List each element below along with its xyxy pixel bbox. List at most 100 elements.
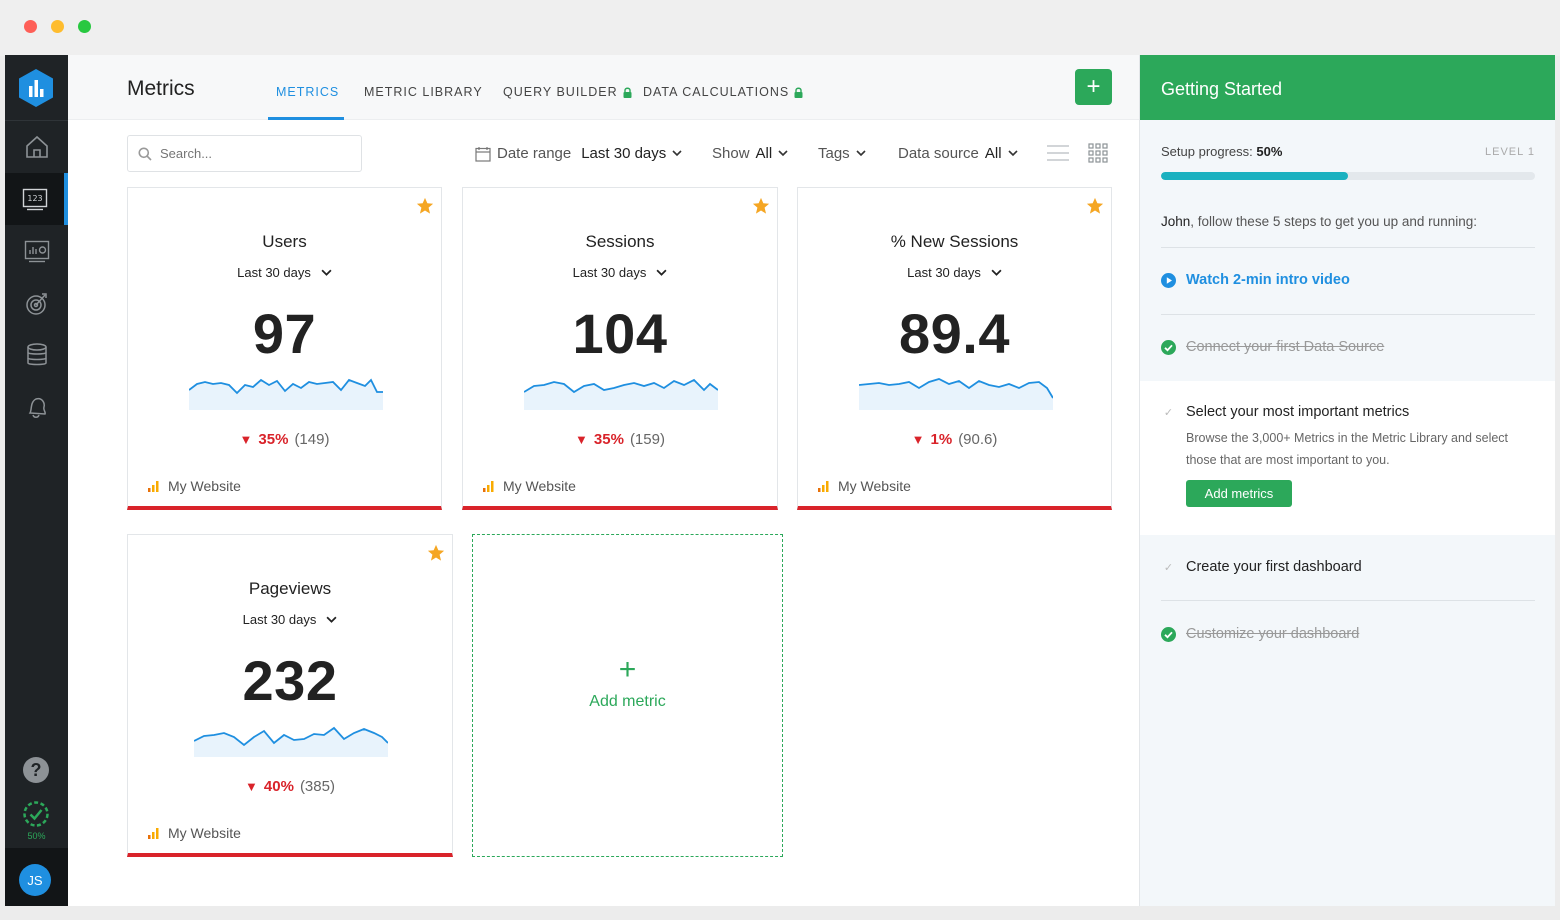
metric-data-source-label: My Website (838, 478, 911, 494)
add-button[interactable]: + (1075, 69, 1112, 105)
metric-value: 89.4 (899, 302, 1010, 365)
tab-label: DATA CALCULATIONS (643, 85, 790, 99)
setup-progress-ring-icon[interactable] (22, 800, 50, 828)
plus-icon: + (618, 652, 637, 686)
tab-query-builder[interactable]: QUERY BUILDER (503, 85, 632, 99)
metric-data-source-label: My Website (168, 478, 241, 494)
step-description: Browse the 3,000+ Metrics in the Metric … (1186, 431, 1509, 467)
window-minimize-button[interactable] (51, 20, 64, 33)
search-input[interactable] (160, 146, 340, 161)
tags-filter[interactable]: Tags (818, 145, 866, 162)
analytics-bars-icon (483, 480, 494, 492)
metric-data-source-label: My Website (503, 478, 576, 494)
data-source-filter[interactable]: Data source All (898, 145, 1018, 162)
star-icon[interactable] (752, 197, 770, 215)
window-close-button[interactable] (24, 20, 37, 33)
divider (1161, 314, 1535, 315)
metric-change-percent: 35% (258, 431, 289, 448)
sidebar-item-alerts[interactable] (5, 381, 68, 433)
chevron-down-icon (991, 269, 1002, 276)
divider (1161, 600, 1535, 601)
sidebar-item-metrics[interactable]: 123 (5, 173, 68, 225)
app-logo-icon[interactable] (18, 68, 54, 108)
sidebar-item-goals[interactable] (5, 277, 68, 329)
show-value: All (755, 145, 773, 162)
getting-started-title: Getting Started (1140, 55, 1555, 120)
show-filter[interactable]: Show All (712, 145, 788, 162)
svg-text:123: 123 (27, 194, 42, 203)
data-source-value: All (984, 145, 1002, 162)
metric-card[interactable]: Users Last 30 days 97 ▼ 35% (149) My Web… (127, 187, 442, 510)
metric-card[interactable]: Pageviews Last 30 days 232 ▼ 40% (385) M… (127, 534, 453, 857)
chevron-down-icon (321, 269, 332, 276)
user-menu[interactable]: JS (5, 848, 68, 906)
tab-label: METRIC LIBRARY (364, 85, 483, 99)
tab-metrics[interactable]: METRICS (276, 85, 339, 99)
tab-metric-library[interactable]: METRIC LIBRARY (364, 85, 483, 99)
intro-text: , follow these 5 steps to get you up and… (1190, 214, 1477, 229)
setup-progress-bar (1161, 172, 1535, 180)
tab-data-calculations[interactable]: DATA CALCULATIONS (643, 85, 803, 99)
dashboard-icon (24, 240, 49, 263)
date-range-filter[interactable]: Date range Last 30 days (475, 145, 682, 162)
search-box[interactable] (127, 135, 362, 172)
check-icon: ✓ (1163, 561, 1174, 574)
metric-date-range[interactable]: Last 30 days (798, 265, 1111, 280)
analytics-bars-icon (148, 480, 159, 492)
step-watch-video[interactable]: Watch 2-min intro video (1161, 272, 1350, 288)
step-label: Customize your dashboard (1186, 626, 1360, 642)
help-icon[interactable]: ? (23, 757, 49, 783)
active-step-background (1140, 381, 1555, 535)
check-icon: ✓ (1163, 406, 1174, 419)
sidebar-item-datasources[interactable] (5, 329, 68, 381)
metric-title: Sessions (585, 232, 655, 251)
metric-data-source: My Website (148, 478, 241, 494)
star-icon[interactable] (1086, 197, 1104, 215)
sparkline (189, 378, 383, 410)
metric-change-percent: 35% (593, 431, 624, 448)
star-icon[interactable] (416, 197, 434, 215)
analytics-bars-icon (818, 480, 829, 492)
date-range-value: Last 30 days (581, 145, 667, 162)
step-create-dashboard[interactable]: ✓ Create your first dashboard (1161, 559, 1362, 575)
home-icon (25, 135, 48, 158)
sidebar-item-home[interactable] (5, 121, 68, 173)
metric-data-source: My Website (483, 478, 576, 494)
down-triangle-icon: ▼ (911, 432, 925, 447)
down-triangle-icon: ▼ (245, 779, 258, 794)
play-circle-icon (1161, 272, 1176, 288)
metric-card[interactable]: Sessions Last 30 days 104 ▼ 35% (159) My… (462, 187, 778, 510)
grid-view-icon[interactable] (1087, 143, 1109, 163)
add-metrics-button[interactable]: Add metrics (1186, 480, 1292, 507)
tab-label: METRICS (276, 85, 340, 99)
avatar[interactable]: JS (19, 864, 51, 896)
setup-progress-fill (1161, 172, 1348, 180)
star-icon[interactable] (427, 544, 445, 562)
metric-title: Users (262, 232, 307, 251)
step-label: Connect your first Data Source (1186, 339, 1385, 355)
step-connect-data-source[interactable]: Connect your first Data Source (1161, 339, 1384, 355)
sidebar: 123 ? 50% JS (5, 55, 68, 906)
metric-change: ▼ 35% (149) (128, 431, 441, 448)
window-maximize-button[interactable] (78, 20, 91, 33)
metric-data-source: My Website (148, 825, 241, 841)
metric-date-range[interactable]: Last 30 days (463, 265, 777, 280)
metric-date-range[interactable]: Last 30 days (128, 612, 452, 627)
step-customize-dashboard[interactable]: Customize your dashboard (1161, 626, 1359, 642)
database-icon (26, 343, 47, 366)
show-label: Show (712, 145, 750, 162)
add-metric-card[interactable]: + Add metric (472, 534, 783, 857)
metric-card[interactable]: % New Sessions Last 30 days 89.4 ▼ 1% (9… (797, 187, 1112, 510)
step-select-metrics[interactable]: ✓ Select your most important metrics (1161, 404, 1409, 420)
metrics-123-icon: 123 (22, 188, 47, 211)
down-triangle-icon: ▼ (239, 432, 253, 447)
sidebar-item-dashboards[interactable] (5, 225, 68, 277)
metric-change: ▼ 1% (90.6) (798, 431, 1111, 448)
page-title: Metrics (127, 77, 195, 100)
getting-started-intro: John, follow these 5 steps to get you up… (1161, 214, 1477, 229)
list-view-icon[interactable] (1047, 143, 1069, 163)
tags-label: Tags (818, 145, 850, 162)
chevron-down-icon (672, 150, 682, 157)
metric-date-range[interactable]: Last 30 days (128, 265, 441, 280)
lock-icon (794, 87, 803, 98)
